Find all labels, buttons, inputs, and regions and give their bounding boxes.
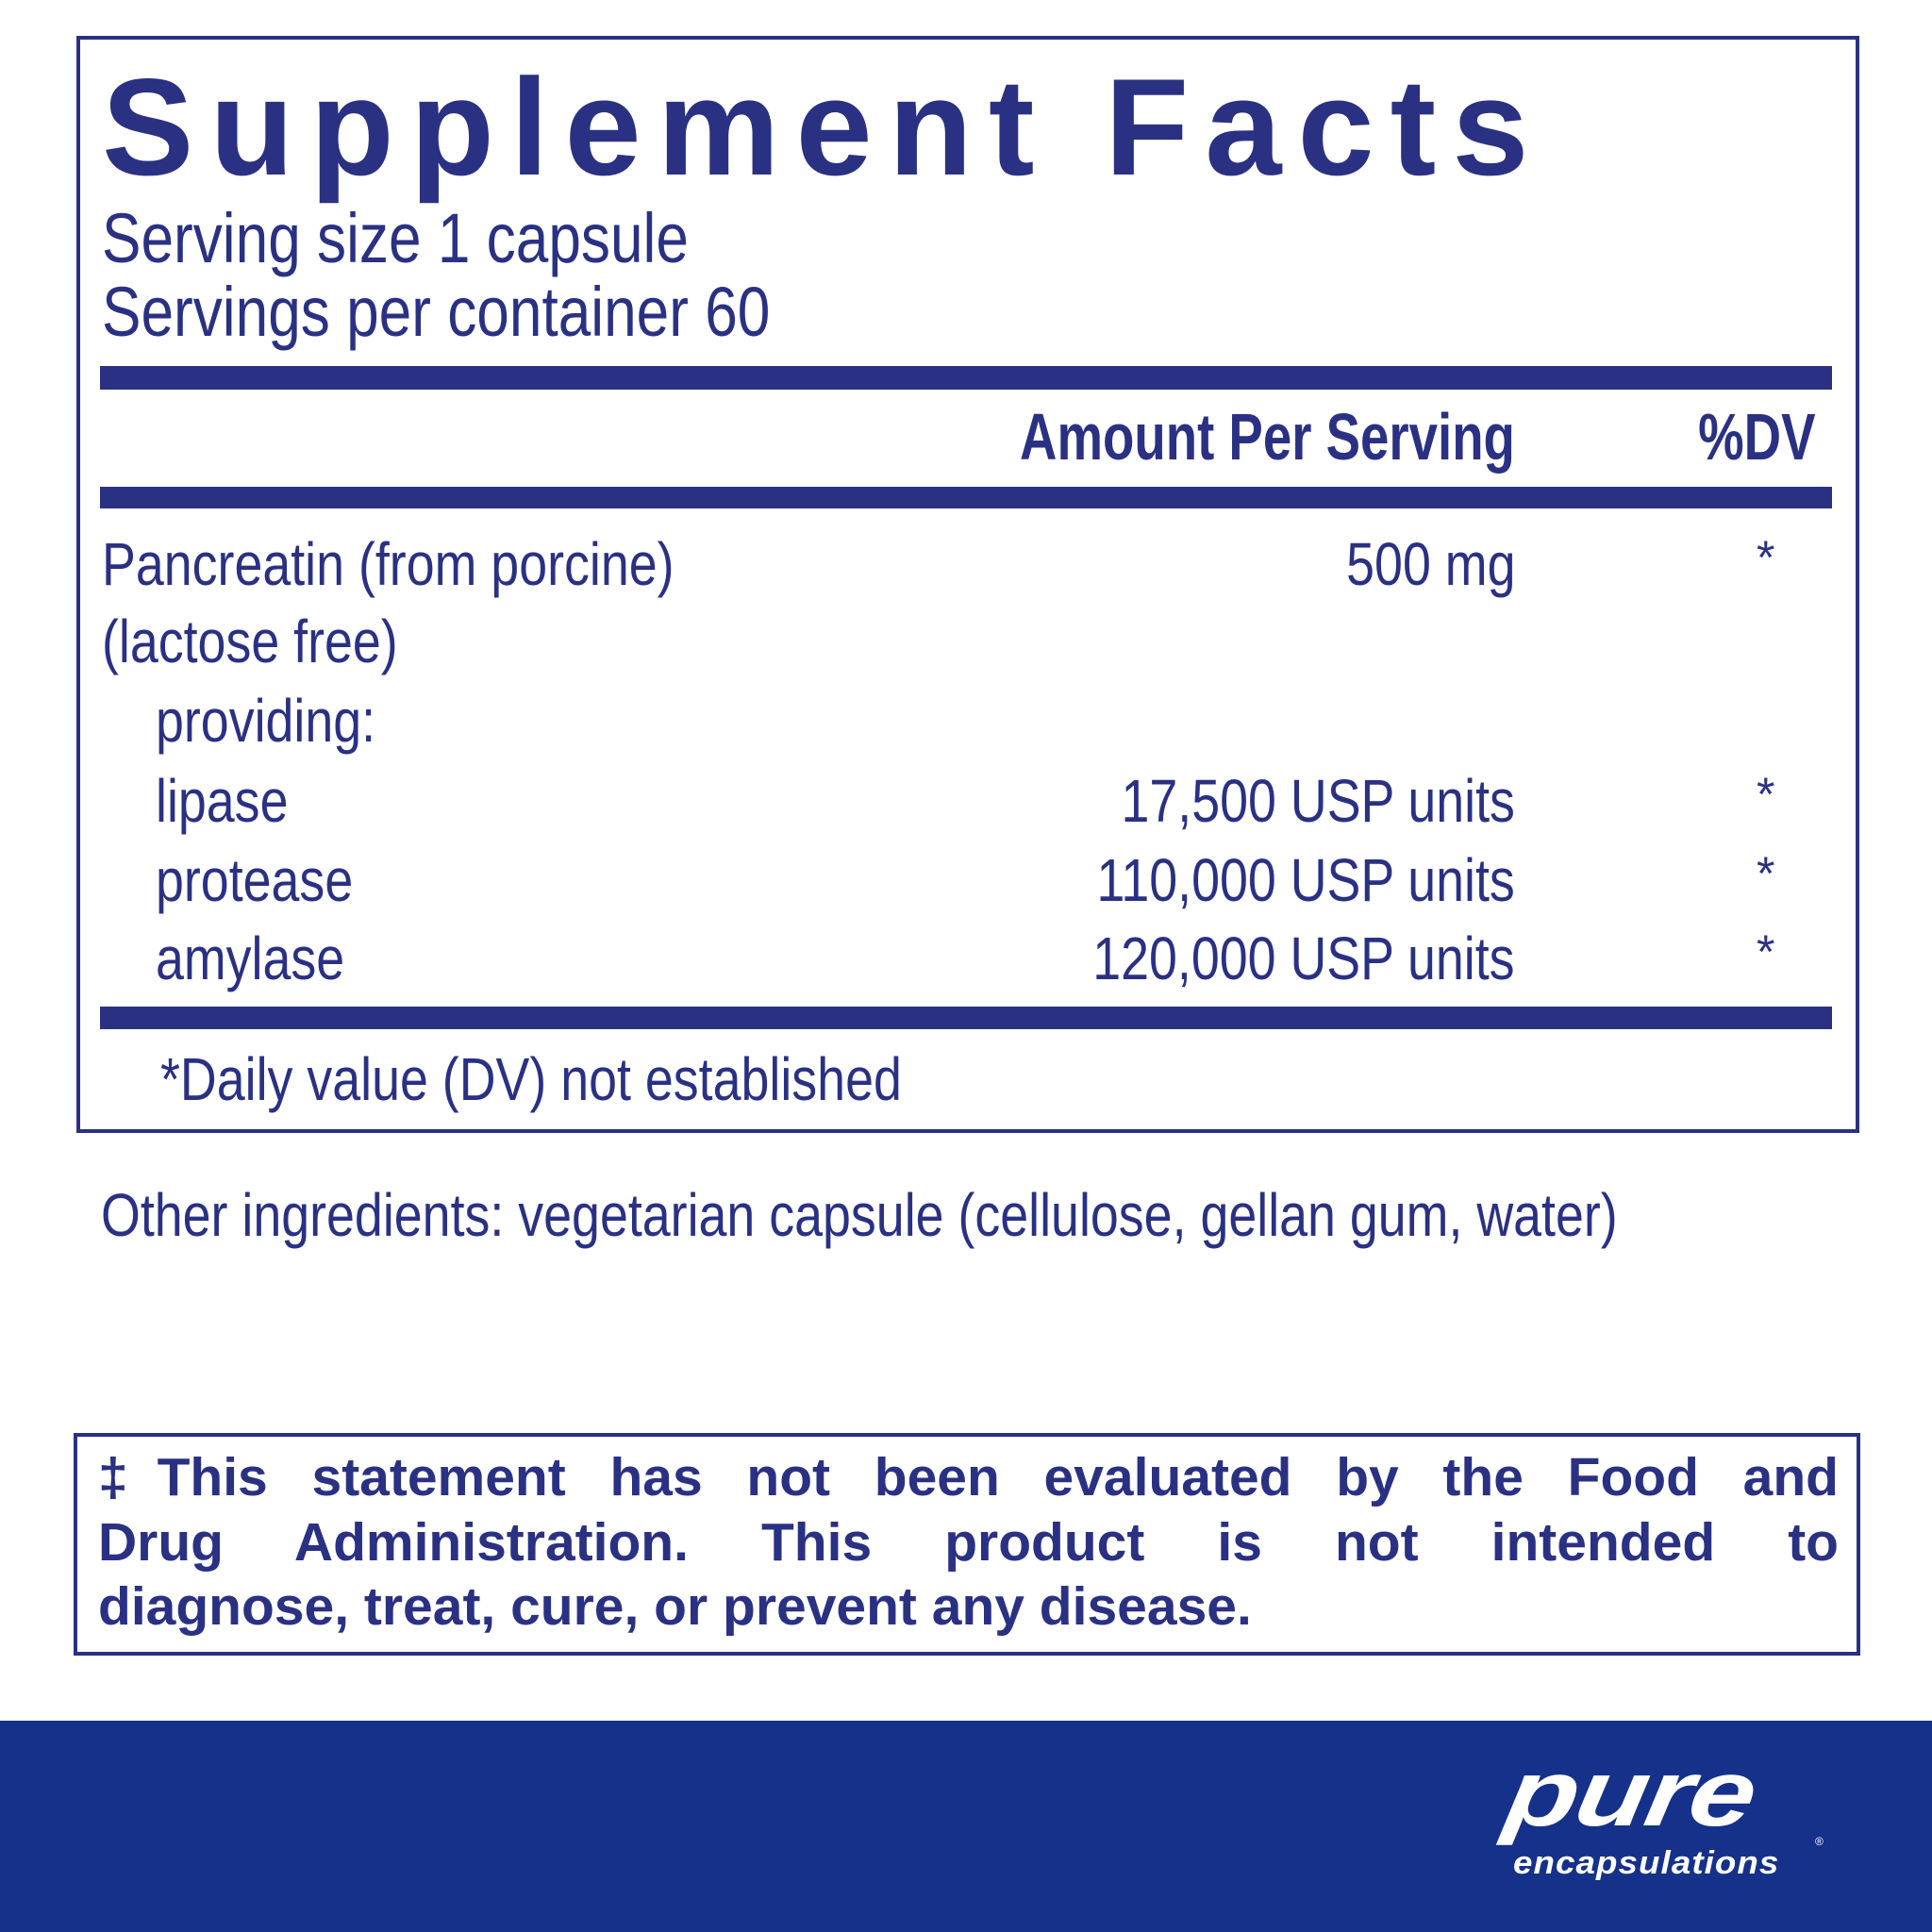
ingredient-amount: 17,500 USP units xyxy=(1121,767,1515,835)
panel-title: Supplement Facts xyxy=(102,50,1545,204)
ingredient-name: protease xyxy=(156,846,354,914)
ingredient-dv: * xyxy=(1757,531,1775,584)
ingredient-name: amylase xyxy=(156,924,345,992)
ingredient-name: providing: xyxy=(156,687,376,755)
brand-footer-band xyxy=(0,1721,1932,1932)
fda-disclaimer-box xyxy=(74,1433,1860,1656)
disclaimer-line-1: ‡This statement has not been evaluated b… xyxy=(98,1447,1839,1507)
dv-footnote: *Daily value (DV) not established xyxy=(160,1045,902,1113)
brand-logo-encapsulations: encapsulations xyxy=(1513,1845,1780,1881)
divider-bottom xyxy=(100,1007,1832,1029)
registered-mark: ® xyxy=(1815,1835,1824,1848)
ingredient-name: lipase xyxy=(156,767,289,835)
divider-header xyxy=(100,487,1832,508)
ingredient-name: Pancreatin (from porcine) xyxy=(102,530,675,598)
disclaimer-line-3: diagnose, treat, cure, or prevent any di… xyxy=(98,1576,1252,1637)
brand-logo-pure: pure xyxy=(1498,1740,1763,1846)
ingredient-dv: * xyxy=(1757,847,1775,900)
ingredient-name: (lactose free) xyxy=(102,608,398,675)
ingredient-amount: 110,000 USP units xyxy=(1096,846,1515,914)
ingredient-dv: * xyxy=(1757,925,1775,978)
supplement-facts-panel xyxy=(76,36,1859,1133)
servings-per-container: Servings per container 60 xyxy=(102,273,771,351)
disclaimer-line-2: Drug Administration. This product is not… xyxy=(98,1512,1839,1573)
serving-size: Serving size 1 capsule xyxy=(102,199,689,277)
ingredient-amount: 500 mg xyxy=(1345,530,1515,598)
header-dv: %DV xyxy=(1697,400,1815,474)
other-ingredients: Other ingredients: vegetarian capsule (c… xyxy=(101,1181,1618,1249)
ingredient-dv: * xyxy=(1757,768,1775,821)
divider-top xyxy=(100,366,1832,390)
ingredient-amount: 120,000 USP units xyxy=(1092,924,1515,992)
header-amount: Amount Per Serving xyxy=(1020,400,1515,474)
